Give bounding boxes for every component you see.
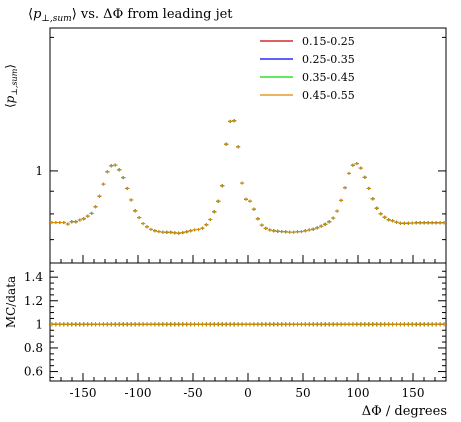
ylabel-subscript: ⊥,sum <box>10 68 19 95</box>
chart-title: ⟨p⊥,sum⟩ vs. ΔΦ from leading jet <box>28 7 233 24</box>
x-tick-label: 100 <box>347 386 370 400</box>
x-tick-label: 0 <box>244 386 252 400</box>
legend-entry: 0.15-0.25 <box>260 35 355 48</box>
legend-label: 0.45-0.55 <box>302 89 355 102</box>
legend-entry: 0.25-0.35 <box>260 53 355 66</box>
legend-entry: 0.35-0.45 <box>260 71 355 84</box>
x-tick-label: -50 <box>183 386 202 400</box>
ratio-y-tick-label: 1 <box>35 317 43 331</box>
ratio-y-tick-label: 1.2 <box>24 294 43 308</box>
legend: 0.15-0.25 0.25-0.35 0.35-0.45 0.45-0.55 <box>260 35 355 102</box>
ratio-y-axis-label: MC/data <box>4 276 18 328</box>
title-subscript: ⊥,sum <box>41 14 71 24</box>
main-plot-frame <box>49 27 447 264</box>
x-axis-label: ΔΦ / degrees <box>362 404 447 419</box>
axis-ticks <box>49 36 447 381</box>
ratio-plot-frame <box>49 262 447 382</box>
ylabel-close-bracket: ⟩ <box>3 64 17 69</box>
ratio-y-tick-label: 1.4 <box>24 270 43 284</box>
x-tick-label: -100 <box>125 386 152 400</box>
legend-label: 0.35-0.45 <box>302 71 355 84</box>
main-y-tick-label: 1 <box>35 164 43 178</box>
legend-entry: 0.45-0.55 <box>260 89 355 102</box>
main-y-axis-label: ⟨p⊥,sum⟩ <box>3 64 19 108</box>
title-open-bracket: ⟨ <box>28 7 33 22</box>
ylabel-open-bracket: ⟨ <box>3 103 17 108</box>
title-close-bracket: ⟩ <box>72 7 77 22</box>
x-tick-label: 50 <box>295 386 310 400</box>
legend-label: 0.15-0.25 <box>302 35 355 48</box>
title-rest: vs. ΔΦ from leading jet <box>77 7 234 22</box>
ratio-y-tick-label: 0.8 <box>24 341 43 355</box>
x-tick-label: 150 <box>402 386 425 400</box>
tick-labels: -150 -100 -50 0 50 100 150 1 0.6 0.8 1 1.2 1.4 <box>24 164 425 400</box>
data-points <box>50 119 446 235</box>
ratio-points <box>50 322 446 327</box>
x-tick-label: -150 <box>70 386 97 400</box>
ylabel-p: p <box>3 95 17 103</box>
ratio-y-tick-label: 0.6 <box>24 365 43 379</box>
title-p: p <box>33 7 42 22</box>
legend-label: 0.25-0.35 <box>302 53 355 66</box>
